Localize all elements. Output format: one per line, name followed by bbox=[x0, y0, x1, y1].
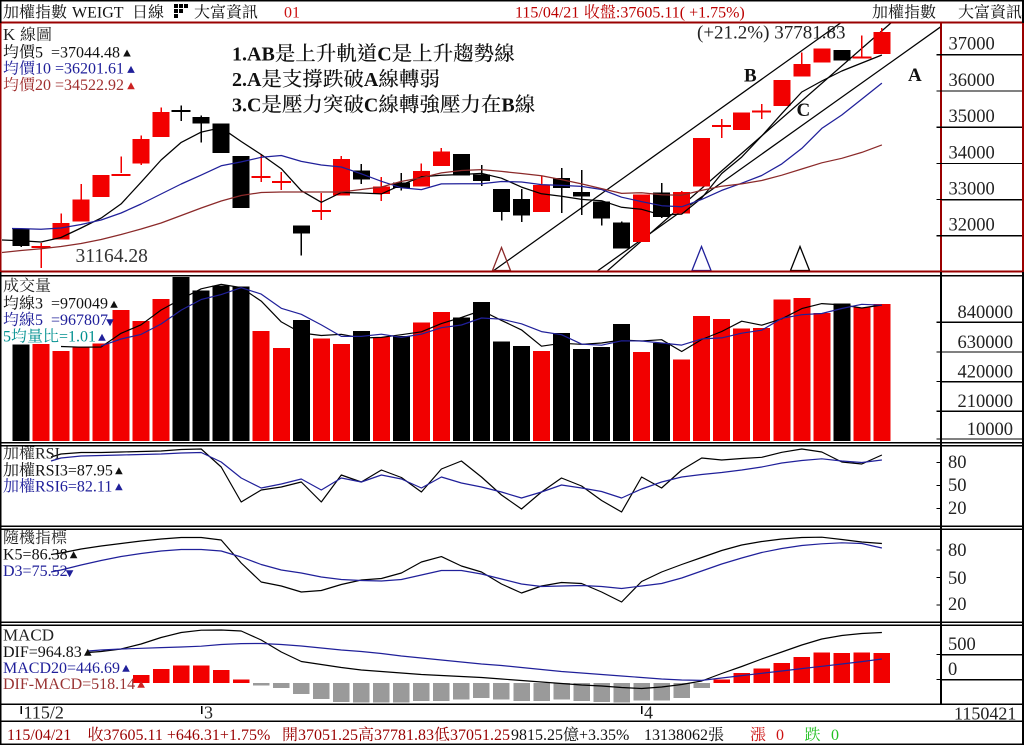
svg-text:5: 5 bbox=[3, 329, 11, 346]
svg-text:80: 80 bbox=[948, 453, 967, 473]
svg-text:0: 0 bbox=[776, 727, 784, 744]
svg-text:37051.25: 37051.25 bbox=[450, 727, 510, 744]
svg-text:RSI6=82.11: RSI6=82.11 bbox=[35, 479, 112, 496]
svg-text:C: C bbox=[364, 95, 378, 117]
svg-text:B: B bbox=[744, 66, 757, 87]
svg-text:115/04/21: 115/04/21 bbox=[7, 727, 71, 744]
svg-text:3 =970049: 3 =970049 bbox=[35, 296, 108, 313]
svg-text:10000: 10000 bbox=[967, 420, 1013, 440]
svg-text:115/2: 115/2 bbox=[24, 703, 64, 723]
svg-text:630000: 630000 bbox=[958, 333, 1014, 353]
svg-text:A: A bbox=[908, 65, 922, 86]
svg-text:C: C bbox=[797, 100, 811, 121]
svg-text:5 =967807: 5 =967807 bbox=[35, 312, 108, 329]
svg-text:80: 80 bbox=[948, 541, 967, 561]
svg-text:3: 3 bbox=[204, 703, 213, 723]
svg-text:1.AB: 1.AB bbox=[232, 44, 275, 66]
svg-text:32000: 32000 bbox=[949, 216, 995, 236]
svg-text:36000: 36000 bbox=[949, 71, 995, 91]
svg-text:33000: 33000 bbox=[949, 180, 995, 200]
svg-text:+3.35%: +3.35% bbox=[579, 727, 629, 744]
svg-text:210000: 210000 bbox=[958, 392, 1014, 412]
svg-text:420000: 420000 bbox=[958, 363, 1014, 383]
svg-text:37000: 37000 bbox=[949, 35, 995, 55]
svg-text:9815.25: 9815.25 bbox=[511, 727, 563, 744]
svg-text:10 =36201.61: 10 =36201.61 bbox=[35, 61, 124, 78]
svg-text:=1.01: =1.01 bbox=[59, 329, 96, 346]
svg-text:DIF=964.83: DIF=964.83 bbox=[3, 644, 82, 661]
svg-text:0: 0 bbox=[948, 660, 957, 680]
svg-text:A: A bbox=[364, 69, 379, 91]
svg-text:K5=86.38: K5=86.38 bbox=[3, 547, 68, 564]
svg-text:RSI3=87.95: RSI3=87.95 bbox=[35, 463, 113, 480]
svg-text:4: 4 bbox=[644, 703, 653, 723]
svg-text:20: 20 bbox=[948, 499, 967, 519]
svg-text:50: 50 bbox=[948, 569, 967, 589]
svg-text::37605.11( +1.75%): :37605.11( +1.75%) bbox=[616, 5, 745, 22]
svg-text:1150421: 1150421 bbox=[954, 704, 1016, 724]
svg-text:37781.83: 37781.83 bbox=[374, 727, 434, 744]
svg-text:840000: 840000 bbox=[958, 303, 1014, 323]
svg-text:37605.11 +646.31+1.75%: 37605.11 +646.31+1.75% bbox=[104, 727, 271, 744]
svg-text:DIF-MACD=518.14: DIF-MACD=518.14 bbox=[3, 676, 135, 693]
svg-text:500: 500 bbox=[948, 635, 976, 655]
svg-text:13138062: 13138062 bbox=[644, 727, 708, 744]
svg-text:34000: 34000 bbox=[949, 143, 995, 163]
svg-text:MACD: MACD bbox=[3, 626, 54, 645]
svg-text:2.A: 2.A bbox=[232, 69, 262, 91]
svg-text:MACD20=446.69: MACD20=446.69 bbox=[3, 660, 120, 677]
svg-text:RSI: RSI bbox=[35, 446, 60, 463]
svg-text:WEIGT: WEIGT bbox=[72, 5, 124, 22]
svg-text:K: K bbox=[3, 25, 20, 44]
svg-text:B: B bbox=[501, 95, 514, 117]
svg-text:D3=75.52: D3=75.52 bbox=[3, 563, 68, 580]
svg-text:37051.25: 37051.25 bbox=[298, 727, 358, 744]
svg-text:3.C: 3.C bbox=[232, 95, 261, 117]
svg-text:5 =37044.48: 5 =37044.48 bbox=[35, 44, 120, 61]
svg-text:(+21.2%) 37781.83: (+21.2%) 37781.83 bbox=[697, 23, 845, 44]
svg-text:C: C bbox=[377, 44, 391, 66]
svg-text:20 =34522.92: 20 =34522.92 bbox=[35, 77, 124, 94]
svg-text:115/04/21: 115/04/21 bbox=[515, 5, 583, 22]
svg-text:01: 01 bbox=[284, 5, 300, 22]
svg-text:0: 0 bbox=[831, 727, 839, 744]
svg-text:20: 20 bbox=[948, 595, 967, 615]
svg-text:35000: 35000 bbox=[949, 107, 995, 127]
svg-text:31164.28: 31164.28 bbox=[76, 246, 148, 267]
svg-text:50: 50 bbox=[948, 476, 967, 496]
